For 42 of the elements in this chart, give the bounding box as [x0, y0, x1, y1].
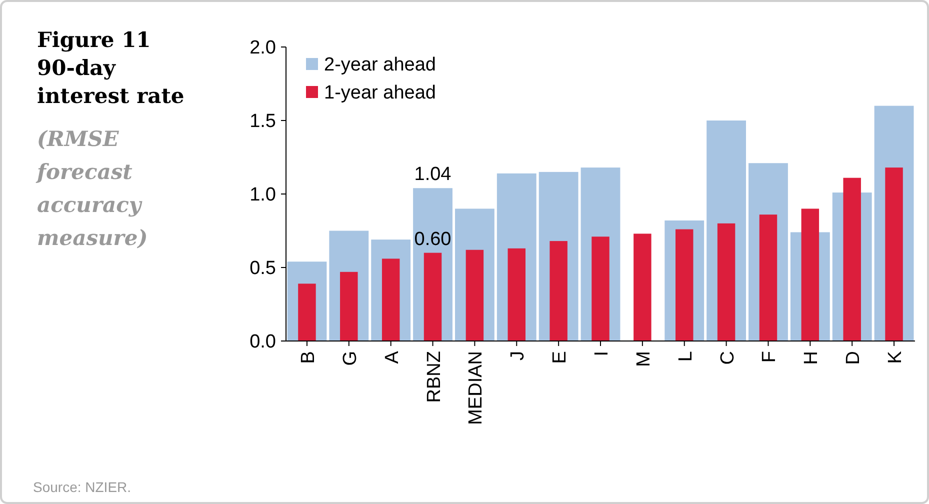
y-tick-label: 2.0 [250, 38, 276, 59]
bar [340, 272, 358, 341]
y-tick-label: 1.0 [250, 184, 276, 206]
bar [508, 248, 526, 341]
bar [843, 178, 861, 341]
source-note: Source: NZIER. [33, 479, 132, 495]
x-tick-label: RBNZ [424, 350, 445, 403]
bar [592, 236, 610, 341]
data-label: 0.60 [414, 228, 452, 250]
bar [801, 208, 820, 341]
x-tick-label: E [550, 351, 571, 364]
x-tick-label: F [759, 351, 780, 363]
bar [634, 234, 652, 341]
bar [676, 229, 694, 341]
x-tick-label: A [382, 350, 403, 364]
x-tick-label: C [717, 351, 738, 365]
data-label: 1.04 [414, 164, 452, 186]
bar [759, 214, 778, 341]
bar [298, 284, 316, 341]
y-tick-label: 0.5 [250, 258, 276, 280]
x-tick-label: D [843, 351, 864, 365]
bar [424, 252, 442, 341]
legend-label: 2-year ahead [324, 54, 436, 76]
bar [550, 241, 568, 341]
x-tick-label: B [298, 351, 319, 364]
x-tick-label: I [592, 351, 612, 356]
legend-label: 1-year ahead [324, 82, 436, 104]
bar [885, 168, 903, 341]
x-tick-label: L [675, 351, 696, 362]
y-tick-label: 1.5 [250, 111, 276, 132]
bar [466, 250, 484, 341]
y-tick-label: 0.0 [250, 332, 276, 353]
text: Figure 11 90-day interest rate [37, 27, 184, 108]
x-tick-label: K [885, 350, 906, 364]
x-tick-label: MEDIAN [466, 351, 487, 425]
x-tick-label: H [801, 351, 822, 365]
bar [382, 258, 400, 341]
text: (RMSE forecast accuracy measure) [35, 126, 148, 250]
bar [717, 223, 736, 341]
x-tick-label: G [340, 351, 361, 366]
x-tick-label: M [633, 351, 654, 367]
x-tick-label: J [508, 351, 529, 360]
